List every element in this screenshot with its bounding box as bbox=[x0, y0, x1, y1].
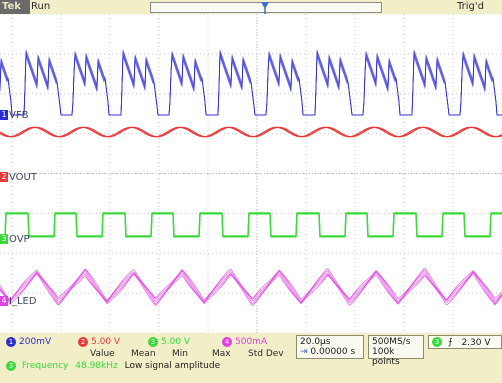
channel-3-label: OVP bbox=[9, 234, 30, 245]
ch4-badge-icon: 4 bbox=[222, 336, 232, 347]
rising-edge-icon: ⨍ bbox=[447, 337, 453, 348]
channel-2-label: VOUT bbox=[9, 172, 37, 183]
horizontal-delay: 0.00000 s bbox=[310, 347, 356, 357]
meas-header-max: Max bbox=[212, 349, 231, 359]
status-bar: Tek Run Trig'd bbox=[0, 0, 502, 14]
channel-2-marker[interactable]: 2 VOUT bbox=[0, 172, 37, 184]
channel-4-label: I_LED bbox=[9, 296, 37, 307]
channel-2-number: 2 bbox=[0, 172, 8, 182]
timebase-panel[interactable]: 20.0µs ⇥ 0.00000 s bbox=[296, 335, 364, 359]
ch3-waveform bbox=[0, 213, 502, 238]
meas-name: Frequency bbox=[21, 361, 69, 371]
ch1-scale-value: 200mV bbox=[19, 337, 52, 347]
ch4-waveform bbox=[0, 270, 502, 304]
ch2-badge-icon: 2 bbox=[78, 336, 88, 347]
ch3-scale-value: 5.00 V bbox=[161, 337, 191, 347]
ch2-scale-value: 5.00 V bbox=[91, 337, 121, 347]
waveform-display[interactable]: 1 VFB 2 VOUT 3 OVP 4 I_LED bbox=[0, 14, 502, 333]
meas-header-min: Min bbox=[172, 349, 188, 359]
meas-header-mean: Mean bbox=[131, 349, 156, 359]
meas-channel-badge: 3 bbox=[6, 360, 16, 371]
channel-1-label: VFB bbox=[9, 110, 29, 121]
meas-header-stddev: Std Dev bbox=[248, 349, 284, 359]
delay-icon: ⇥ bbox=[300, 347, 308, 357]
ch4-scale[interactable]: 4 500mA bbox=[222, 336, 267, 348]
scope-graticule bbox=[0, 14, 502, 333]
meas-header-value: Value bbox=[90, 349, 115, 359]
sample-rate: 500MS/s bbox=[372, 337, 411, 347]
record-length: 100k points bbox=[372, 347, 400, 367]
meas-value: 48.98kHz bbox=[75, 361, 118, 371]
time-per-div: 20.0µs bbox=[300, 337, 331, 347]
channel-4-number: 4 bbox=[0, 296, 8, 306]
ch4-waveform bbox=[0, 271, 502, 305]
ch4-waveform bbox=[0, 273, 502, 306]
ch2-waveform bbox=[0, 126, 502, 138]
ch1-badge-icon: 1 bbox=[6, 336, 16, 347]
ch1-scale[interactable]: 1 200mV bbox=[6, 336, 51, 348]
channel-1-number: 1 bbox=[0, 110, 8, 120]
channel-3-number: 3 bbox=[0, 234, 8, 244]
measurement-row[interactable]: 3 Frequency 48.98kHz Low signal amplitud… bbox=[6, 360, 220, 372]
channel-1-marker[interactable]: 1 VFB bbox=[0, 110, 28, 122]
ch3-scale[interactable]: 3 5.00 V bbox=[148, 336, 190, 348]
ch2-scale[interactable]: 2 5.00 V bbox=[78, 336, 120, 348]
acquisition-status: Run bbox=[31, 1, 51, 12]
ch3-waveform bbox=[0, 212, 502, 237]
meas-note: Low signal amplitude bbox=[124, 361, 221, 371]
acquisition-panel[interactable]: 500MS/s 100k points bbox=[368, 335, 424, 367]
ch4-scale-value: 500mA bbox=[235, 337, 268, 347]
trigger-level: 2.30 V bbox=[461, 337, 491, 348]
brand-logo: Tek bbox=[0, 0, 30, 14]
trigger-source-badge: 3 bbox=[432, 337, 442, 347]
trigger-status: Trig'd bbox=[457, 1, 484, 12]
channel-3-marker[interactable]: 3 OVP bbox=[0, 234, 30, 246]
trigger-panel[interactable]: 3 ⨍ 2.30 V bbox=[428, 335, 502, 349]
ch1-waveform bbox=[0, 56, 502, 116]
channel-4-marker[interactable]: 4 I_LED bbox=[0, 296, 37, 308]
ch3-badge-icon: 3 bbox=[148, 336, 158, 347]
ch4-waveform bbox=[0, 269, 502, 303]
readout-panel: 1 200mV 2 5.00 V 3 5.00 V 4 500mA 20.0µs ⇥ 0… bbox=[0, 334, 502, 383]
